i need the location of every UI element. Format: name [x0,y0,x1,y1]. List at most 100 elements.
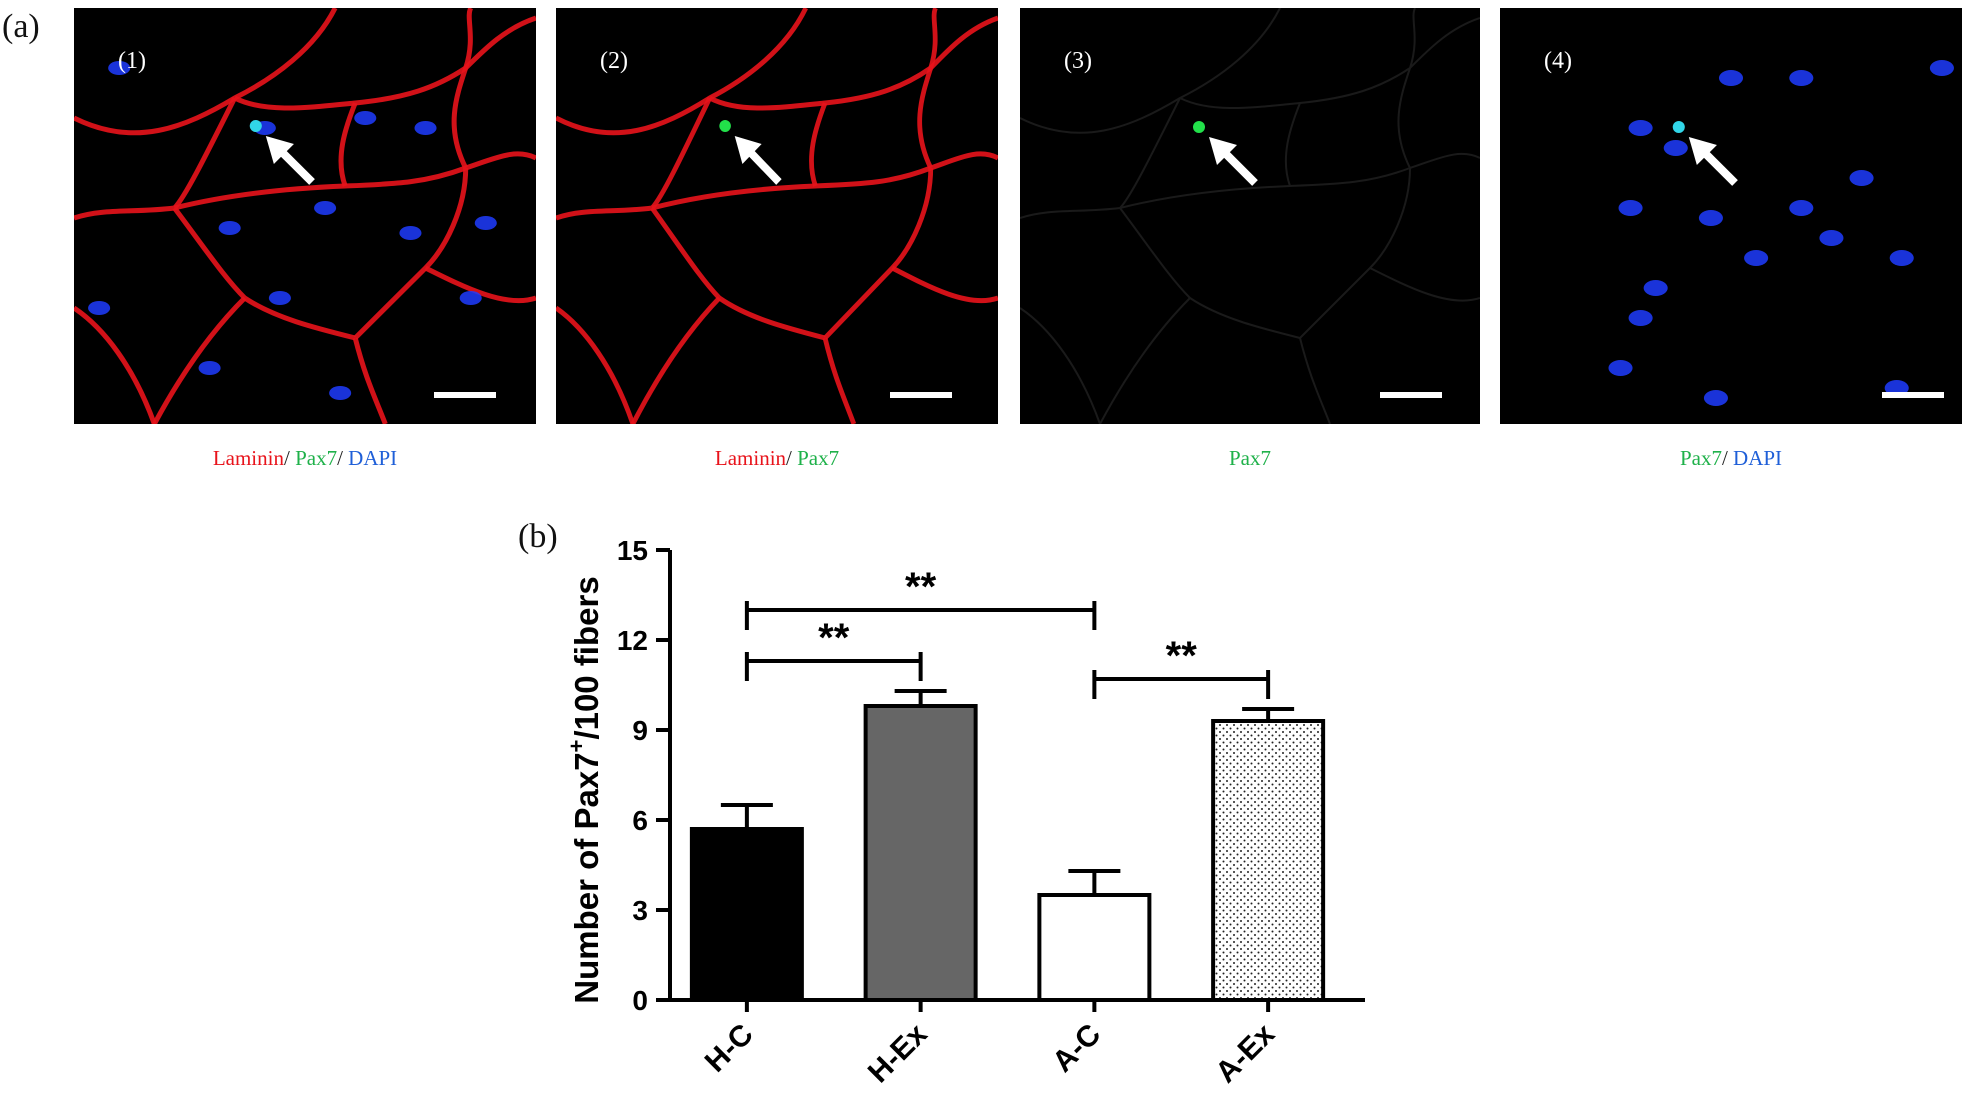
dapi-nucleus [198,361,221,375]
dapi-nucleus [1889,250,1914,266]
micrograph-canvas [1020,8,1480,424]
pax7-positive-cell [249,120,262,132]
micrograph-4: (4) [1500,8,1962,424]
panel-a-label: (a) [2,8,40,45]
faint-fiber-boundary [1119,207,1301,339]
laminin-fiber-boundary [74,305,157,424]
arrow-icon [1688,137,1738,186]
dapi-nucleus [1789,200,1814,216]
faint-fiber-boundary [1179,17,1480,109]
laminin-fiber-boundary [352,337,388,424]
micrograph-3-caption: Pax7 [1020,446,1480,471]
laminin-fiber-boundary [233,15,536,111]
y-tick-label: 12 [617,625,648,656]
pax7-positive-cell [1672,121,1685,133]
y-tick-label: 0 [632,985,648,1016]
micrograph-4-caption: Pax7/ DAPI [1500,446,1962,471]
micrograph-3: (3) [1020,8,1480,424]
dapi-nucleus [1628,120,1653,136]
laminin-fiber-boundary [353,167,469,340]
faint-fiber-boundary [1369,267,1480,302]
faint-fiber-boundary [1119,152,1480,209]
x-tick-label: H-C [699,1018,760,1079]
laminin-fiber-boundary [822,337,857,424]
x-tick-label: H-Ex [862,1017,934,1089]
micrograph-1-caption: Laminin/ Pax7/ DAPI [74,446,536,471]
scale-bar [1380,392,1442,398]
y-tick-label: 9 [632,715,648,746]
micrograph-1: (1) [74,8,536,424]
scale-bar [1882,392,1944,398]
dapi-nucleus [108,61,131,75]
scale-bar [890,392,952,398]
micrograph-canvas [556,8,998,424]
laminin-fiber-boundary [172,206,356,341]
faint-fiber-boundary [1299,167,1411,339]
arrow-icon [734,136,782,185]
micrograph-1-number: (1) [118,48,146,74]
caption-pax7: Pax7 [1229,446,1271,470]
laminin-fiber-boundary [424,265,536,304]
faint-fiber-boundary [1409,8,1416,69]
dapi-nucleus [1849,170,1874,186]
laminin-fiber-boundary [463,8,474,69]
dapi-nucleus [354,111,377,125]
caption-pax7: Pax7 [1679,446,1722,470]
dapi-nucleus [474,216,497,230]
micrograph-canvas [74,8,536,424]
micrograph-2-number: (2) [600,48,628,74]
caption-laminin: Laminin [714,446,787,470]
micrograph-3-number: (3) [1064,48,1092,74]
dapi-nucleus [1789,70,1814,86]
laminin-fiber-boundary [823,167,934,340]
bar-h-c [689,827,804,1002]
panel-b-label: (b) [518,518,558,555]
significance-label: ** [818,616,850,660]
dapi-nucleus [1929,60,1954,76]
laminin-fiber-boundary [650,206,826,341]
laminin-fiber-boundary [556,305,636,424]
dapi-nucleus [414,121,437,135]
pax7-positive-cell [719,120,731,132]
dapi-nucleus [329,386,352,400]
bar-h-ex [863,704,978,1002]
pax7-positive-cell [1193,121,1205,133]
bar-a-ex [1211,719,1326,1002]
laminin-fiber-boundary [809,102,828,187]
laminin-fiber-boundary [152,296,247,424]
caption-separator: / [283,446,296,470]
y-tick-label: 3 [632,895,648,926]
laminin-fiber-boundary [338,102,358,187]
micrograph-2-caption: Laminin/ Pax7 [556,446,998,471]
dapi-nucleus [1698,210,1723,226]
significance-label: ** [1166,634,1198,678]
laminin-fiber-boundary [928,8,938,69]
dapi-nucleus [1608,360,1633,376]
dapi-nucleus [1718,70,1744,86]
faint-fiber-boundary [1299,337,1331,424]
laminin-fiber-boundary [651,151,998,211]
dapi-nucleus [268,291,291,305]
arrow-icon [1209,137,1258,186]
dapi-nucleus [1703,390,1728,406]
dapi-nucleus [1663,140,1688,156]
dapi-nucleus [459,291,482,305]
caption-dapi: DAPI [1733,446,1783,470]
y-axis-label: Number of Pax7+/100 fibers [564,576,605,1003]
micrograph-2: (2) [556,8,998,424]
laminin-fiber-boundary [630,296,722,424]
x-tick-label: A-Ex [1209,1017,1281,1089]
bar-chart: Number of Pax7+/100 fibers 0 3 6 9 12 15 H-C H-… [564,535,1365,1089]
faint-fiber-boundary [1284,102,1301,187]
caption-laminin: Laminin [212,446,284,470]
x-tick-label: A-C [1046,1018,1107,1079]
dapi-nucleus [1628,310,1653,326]
laminin-fiber-boundary [891,265,998,304]
caption-pax7: Pax7 [295,446,338,470]
significance-label: ** [905,565,937,609]
caption-dapi: DAPI [348,446,398,470]
laminin-fiber-boundary [451,67,469,170]
dapi-nucleus [1643,280,1668,296]
micrograph-canvas [1608,60,1954,406]
caption-separator: / [786,446,798,470]
